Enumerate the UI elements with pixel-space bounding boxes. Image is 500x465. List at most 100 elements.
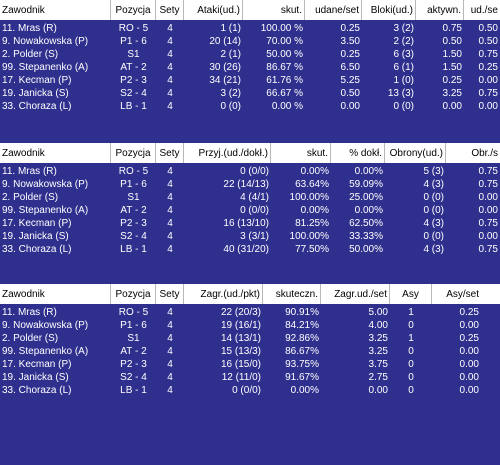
position: AT - 2	[120, 205, 147, 216]
table-row[interactable]: 17. Kecman (P) P2 - 3 4 16 (15/0) 93.75% 3.75…	[0, 358, 500, 371]
receptions: 3 (3/1)	[240, 231, 269, 242]
sets: 4	[167, 166, 173, 177]
col-header-position[interactable]: Pozycja	[111, 143, 156, 163]
player-name: 99. Stepanenko (A)	[2, 205, 89, 216]
activity: 0.25	[442, 75, 462, 86]
blocks: 6 (3)	[393, 49, 414, 60]
table-row[interactable]: 99. Stepanenko (A) AT - 2 4 0 (0/0) 0.00% 0.0…	[0, 204, 500, 217]
table-row[interactable]: 99. Stepanenko (A) AT - 2 4 30 (26) 86.67 % 6…	[0, 61, 500, 74]
col-header-sets[interactable]: Sety	[156, 0, 184, 20]
col-header-sets[interactable]: Sety	[156, 284, 184, 304]
player-name: 9. Nowakowska (P)	[2, 36, 89, 47]
col-header-reception-accuracy[interactable]: % dokł.	[331, 143, 385, 163]
attack-eff: 0.00 %	[271, 101, 303, 112]
position: RO - 5	[118, 307, 149, 318]
sets: 4	[167, 307, 173, 318]
col-header-activity[interactable]: aktywn.	[416, 0, 464, 20]
table-row[interactable]: 19. Janicka (S) S2 - 4 4 12 (11/0) 91.67% 2.7…	[0, 371, 500, 384]
serves-per-set: 0.00	[368, 385, 388, 396]
table-row[interactable]: 33. Choraza (L) LB - 1 4 40 (31/20) 77.50% 50…	[0, 243, 500, 256]
col-header-aces-per-set[interactable]: Asy/set	[446, 288, 479, 300]
sets: 4	[167, 333, 173, 344]
table-row[interactable]: 2. Polder (S) S1 4 2 (1) 50.00 % 0.25 6 (3) 1.5…	[0, 48, 500, 61]
position: AT - 2	[120, 62, 147, 73]
serves-per-set: 3.25	[368, 333, 388, 344]
table-row[interactable]: 11. Mras (R) RO - 5 4 0 (0/0) 0.00% 0.00% 5 (3…	[0, 165, 500, 178]
aces: 0	[408, 359, 414, 370]
col-header-attack-eff[interactable]: skut.	[243, 0, 305, 20]
aces: 1	[408, 307, 414, 318]
table-row[interactable]: 9. Nowakowska (P) P1 - 6 4 20 (14) 70.00 % 3.…	[0, 35, 500, 48]
defense-per-set: 0.75	[478, 218, 498, 229]
activity: 3.25	[442, 88, 462, 99]
col-header-position[interactable]: Pozycja	[111, 284, 156, 304]
table-row[interactable]: 9. Nowakowska (P) P1 - 6 4 22 (14/13) 63.64%…	[0, 178, 500, 191]
sets: 4	[167, 320, 173, 331]
col-header-attack-per-set[interactable]: udane/set	[305, 0, 362, 20]
receptions: 16 (13/10)	[223, 218, 269, 229]
col-header-player[interactable]: Zawodnik	[0, 284, 111, 304]
col-header-position[interactable]: Pozycja	[111, 0, 156, 20]
position: LB - 1	[120, 385, 147, 396]
player-name: 11. Mras (R)	[2, 307, 57, 318]
position: RO - 5	[118, 23, 149, 34]
position: S1	[127, 49, 140, 60]
player-name: 33. Choraza (L)	[2, 101, 72, 112]
table-row[interactable]: 33. Choraza (L) LB - 1 4 0 (0) 0.00 % 0.00 0 (…	[0, 100, 500, 113]
serves-per-set: 4.00	[368, 320, 388, 331]
col-header-player[interactable]: Zawodnik	[0, 143, 111, 163]
reception-accuracy: 62.50%	[349, 218, 383, 229]
aces-per-set: 0.00	[459, 359, 479, 370]
position: S2 - 4	[120, 372, 147, 383]
table-row[interactable]: 2. Polder (S) S1 4 14 (13/1) 92.86% 3.25 1 0.25	[0, 332, 500, 345]
table-row[interactable]: 17. Kecman (P) P2 - 3 4 34 (21) 61.76 % 5.25 1…	[0, 74, 500, 87]
attack-per-set: 0.50	[340, 88, 360, 99]
reception-eff: 0.00%	[300, 166, 329, 177]
table-row[interactable]: 99. Stepanenko (A) AT - 2 4 15 (13/3) 86.67%…	[0, 345, 500, 358]
player-name: 99. Stepanenko (A)	[2, 346, 89, 357]
col-header-serves-per-set[interactable]: Zagr.ud./set	[321, 284, 390, 304]
table-row[interactable]: 9. Nowakowska (P) P1 - 6 4 19 (16/1) 84.21% 4…	[0, 319, 500, 332]
col-header-attacks[interactable]: Ataki(ud.)	[184, 0, 243, 20]
receptions: 0 (0/0)	[240, 166, 269, 177]
col-header-defense-per-set[interactable]: Obr./s	[471, 147, 498, 159]
position: AT - 2	[120, 346, 147, 357]
table-row[interactable]: 2. Polder (S) S1 4 4 (4/1) 100.00% 25.00% 0 (0…	[0, 191, 500, 204]
col-header-block-per-set[interactable]: ud./se	[470, 4, 498, 16]
defenses: 4 (3)	[423, 244, 444, 255]
col-header-serve-eff[interactable]: skuteczn.	[263, 284, 321, 304]
col-header-sets[interactable]: Sety	[156, 143, 184, 163]
block-per-set: 0.00	[478, 75, 498, 86]
activity: 0.75	[442, 23, 462, 34]
col-header-aces[interactable]: Asy	[390, 284, 432, 304]
attack-per-set: 0.25	[340, 23, 360, 34]
col-header-receptions[interactable]: Przyj.(ud./dokł.)	[184, 143, 271, 163]
table-row[interactable]: 17. Kecman (P) P2 - 3 4 16 (13/10) 81.25% 62.…	[0, 217, 500, 230]
position: LB - 1	[120, 101, 147, 112]
defenses: 4 (3)	[423, 218, 444, 229]
attacks: 3 (2)	[220, 88, 241, 99]
player-name: 33. Choraza (L)	[2, 385, 72, 396]
serve-stats-table: Zawodnik Pozycja Sety Zagr.(ud./pkt) sku…	[0, 284, 500, 397]
col-header-reception-eff[interactable]: skut.	[271, 143, 331, 163]
player-name: 2. Polder (S)	[2, 49, 59, 60]
attack-eff: 86.67 %	[266, 62, 303, 73]
table-row[interactable]: 19. Janicka (S) S2 - 4 4 3 (2) 66.67 % 0.50 13…	[0, 87, 500, 100]
player-name: 19. Janicka (S)	[2, 372, 69, 383]
serves: 16 (15/0)	[220, 359, 261, 370]
defenses: 4 (3)	[423, 179, 444, 190]
table-row[interactable]: 19. Janicka (S) S2 - 4 4 3 (3/1) 100.00% 33.3…	[0, 230, 500, 243]
defenses: 0 (0)	[423, 192, 444, 203]
table-row[interactable]: 11. Mras (R) RO - 5 4 1 (1) 100.00 % 0.25 3 (2…	[0, 22, 500, 35]
col-header-defenses[interactable]: Obrony(ud.)	[385, 143, 446, 163]
player-name: 17. Kecman (P)	[2, 75, 72, 86]
col-header-serves[interactable]: Zagr.(ud./pkt)	[184, 284, 263, 304]
attack-per-set: 0.25	[340, 49, 360, 60]
table-row[interactable]: 11. Mras (R) RO - 5 4 22 (20/3) 90.91% 5.00 1 0…	[0, 306, 500, 319]
col-header-player[interactable]: Zawodnik	[0, 0, 111, 20]
position: P2 - 3	[120, 218, 147, 229]
col-header-blocks[interactable]: Bloki(ud.)	[362, 0, 416, 20]
defense-per-set: 0.75	[478, 179, 498, 190]
sets: 4	[167, 372, 173, 383]
table-row[interactable]: 33. Choraza (L) LB - 1 4 0 (0/0) 0.00% 0.00 0 0…	[0, 384, 500, 397]
